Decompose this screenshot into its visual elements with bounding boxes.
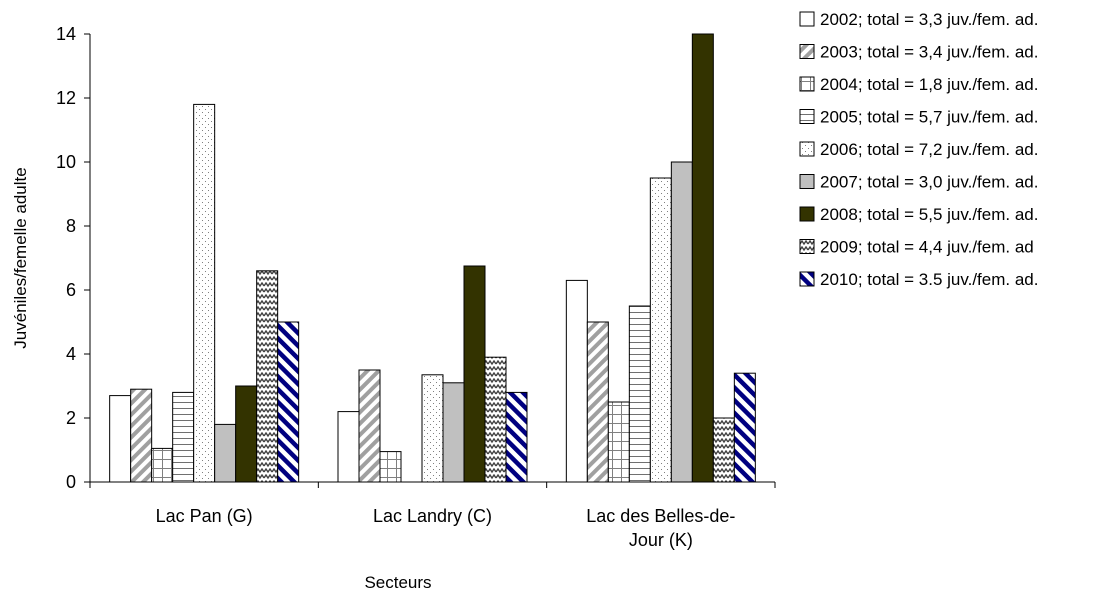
legend: 2002; total = 3,3 juv./fem. ad. 2003; tot… (799, 10, 1038, 289)
legend-swatch (799, 44, 815, 59)
legend-label: 2006; total = 7,2 juv./fem. ad. (820, 140, 1038, 159)
y-tick-label: 2 (66, 408, 76, 428)
bar-2006-1 (421, 374, 444, 483)
bar-2004-0 (151, 447, 174, 483)
plot-area: 0 2 4 6 8 10 12 14 Lac Pan (G) Lac Landry (C) Lac … (11, 24, 776, 592)
y-tick-label: 10 (56, 152, 76, 172)
bar-2002-0 (109, 395, 132, 483)
legend-label: 2003; total = 3,4 juv./fem. ad. (820, 43, 1038, 62)
bar-2003-2 (586, 321, 609, 483)
bar-2003-0 (130, 388, 153, 483)
bar-2004-2 (607, 401, 630, 483)
x-category-label: Lac Landry (C) (373, 506, 492, 526)
bar-2002-2 (565, 279, 588, 483)
legend-swatch (799, 174, 815, 189)
x-category-label: Jour (K) (629, 530, 693, 550)
y-axis-title: Juvéniles/femelle adulte (11, 167, 30, 348)
bar-2010-1 (505, 391, 528, 483)
x-axis-title: Secteurs (364, 573, 431, 592)
legend-swatch (799, 271, 815, 287)
bar-2005-0 (172, 391, 195, 483)
bar-2009-1 (484, 356, 507, 483)
y-tick-label: 6 (66, 280, 76, 300)
y-tick-label: 0 (66, 472, 76, 492)
legend-label: 2009; total = 4,4 juv./fem. ad (820, 238, 1034, 257)
y-tick-label: 14 (56, 24, 76, 44)
legend-label: 2002; total = 3,3 juv./fem. ad. (820, 10, 1038, 29)
bar-2010-2 (733, 372, 756, 483)
bar-2003-1 (358, 369, 381, 483)
bar-2006-2 (649, 177, 672, 483)
bar-2008-0 (235, 385, 258, 483)
legend-swatch (799, 141, 815, 157)
bar-2008-1 (463, 265, 486, 483)
bar-2008-2 (691, 33, 714, 483)
bar-2009-0 (256, 270, 279, 483)
bar-2004-1 (379, 451, 402, 483)
bar-2010-0 (277, 321, 300, 483)
y-tick-label: 8 (66, 216, 76, 236)
bar-2007-0 (214, 423, 237, 483)
bar-2006-0 (193, 103, 216, 483)
legend-swatch (799, 206, 815, 222)
bar-2002-1 (337, 411, 360, 483)
bar-2007-1 (442, 382, 465, 483)
bar-2007-2 (670, 161, 693, 483)
y-tick-label: 4 (66, 344, 76, 364)
bar-2009-2 (712, 417, 735, 483)
legend-label: 2008; total = 5,5 juv./fem. ad. (820, 205, 1038, 224)
legend-swatch (799, 109, 815, 124)
legend-swatch (799, 11, 815, 27)
legend-label: 2005; total = 5,7 juv./fem. ad. (820, 108, 1038, 127)
x-category-label: Lac Pan (G) (156, 506, 253, 526)
y-tick-label: 12 (56, 88, 76, 108)
legend-label: 2004; total = 1,8 juv./fem. ad. (820, 75, 1038, 94)
legend-label: 2007; total = 3,0 juv./fem. ad. (820, 173, 1038, 192)
legend-label: 2010; total = 3.5 juv./fem. ad. (820, 270, 1038, 289)
legend-swatch (799, 239, 815, 254)
legend-swatch (799, 76, 815, 92)
bar-2005-2 (628, 305, 651, 483)
x-category-label: Lac des Belles-de- (586, 506, 735, 526)
